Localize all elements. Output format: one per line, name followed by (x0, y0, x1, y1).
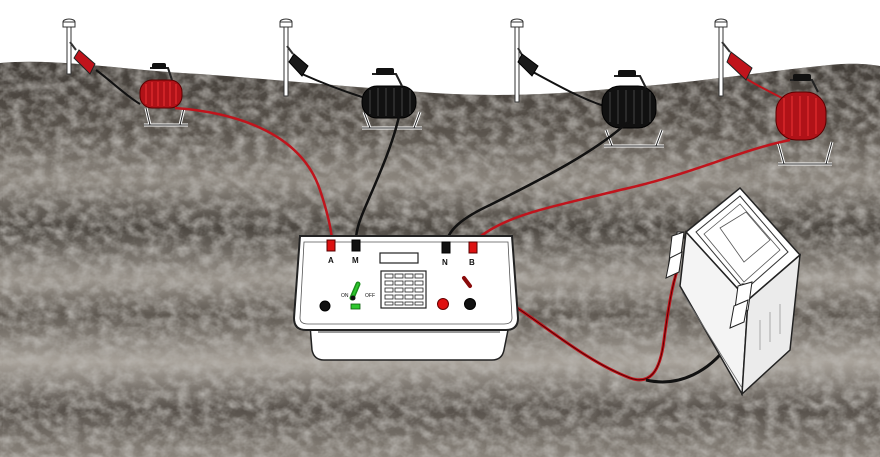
jack-left[interactable] (319, 300, 331, 312)
terminal-m[interactable] (351, 239, 361, 252)
jack-right[interactable] (464, 298, 476, 310)
red-button[interactable] (437, 298, 449, 310)
wire-b-red (471, 138, 791, 245)
electrode-stake-m (279, 18, 293, 97)
cable-reel-n (601, 70, 664, 148)
wire-a-red (174, 106, 334, 241)
electrode-stake-b (714, 18, 728, 97)
cable-reel-b (775, 74, 834, 166)
resistivity-meter-icon: A M N B ON OFF (292, 235, 520, 361)
power-led (350, 303, 361, 310)
wire-n-black (444, 117, 633, 245)
switch-on-label: ON (341, 293, 349, 299)
terminal-a-label: A (328, 256, 334, 265)
alligator-clip-icon (721, 41, 753, 81)
electrode-stake-a (62, 18, 76, 75)
terminal-m-label: M (352, 256, 359, 265)
alligator-clip-icon (286, 45, 309, 77)
power-switch[interactable] (349, 281, 361, 301)
wire-m-black (354, 111, 402, 241)
switch-off-label: OFF (365, 293, 375, 299)
alligator-clip-icon (517, 47, 539, 77)
terminal-a[interactable] (326, 239, 336, 252)
terminal-n[interactable] (441, 241, 451, 254)
alligator-clip-icon (69, 41, 96, 75)
electrode-stake-n (510, 18, 524, 103)
meter-display (379, 252, 419, 264)
cable-reel-m (361, 68, 422, 130)
terminal-b-label: B (469, 258, 475, 267)
electrode-leads (95, 69, 783, 107)
terminal-n-label: N (442, 258, 448, 267)
cable-reel-a (139, 63, 188, 127)
keypad[interactable] (380, 270, 427, 309)
terminal-b[interactable] (468, 241, 478, 254)
battery-icon (665, 186, 802, 397)
